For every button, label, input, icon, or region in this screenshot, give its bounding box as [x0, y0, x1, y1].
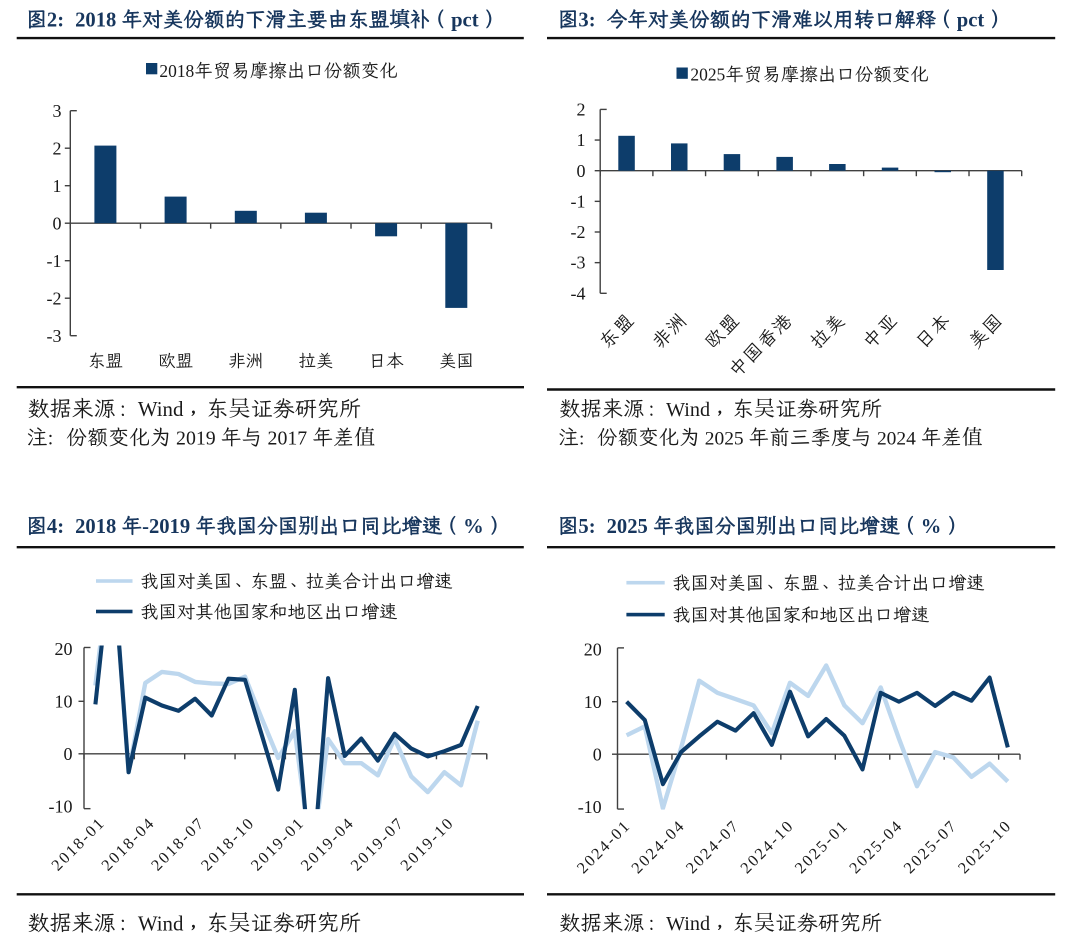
svg-text::: : [589, 9, 596, 31]
svg-text:4: 4 [47, 516, 57, 538]
svg-text:2018: 2018 [75, 9, 121, 31]
svg-text:-10: -10 [49, 796, 73, 816]
svg-text:1: 1 [577, 130, 586, 150]
svg-text:20: 20 [584, 639, 602, 659]
svg-text:-1: -1 [571, 191, 586, 211]
svg-text:pct: pct [957, 9, 985, 31]
svg-text::: : [57, 9, 64, 31]
svg-text:2025: 2025 [700, 428, 749, 449]
svg-text:2017: 2017 [263, 428, 313, 450]
svg-text:2018: 2018 [75, 516, 121, 538]
svg-text:3: 3 [578, 9, 588, 31]
svg-text:2025: 2025 [607, 516, 653, 538]
svg-text::: : [589, 516, 596, 538]
svg-text:-10: -10 [578, 797, 602, 817]
svg-text:Wind: Wind [138, 397, 184, 421]
svg-text:2: 2 [53, 138, 62, 158]
svg-text::: : [57, 516, 64, 538]
svg-text:-3: -3 [571, 253, 586, 273]
svg-text:Wind: Wind [666, 399, 710, 421]
svg-text:-2: -2 [571, 222, 586, 242]
svg-text:0: 0 [593, 744, 602, 764]
svg-text:%: % [463, 516, 484, 538]
svg-text:10: 10 [584, 692, 602, 712]
svg-text:2: 2 [47, 9, 57, 31]
svg-text:pct: pct [451, 9, 479, 31]
svg-text:20: 20 [55, 639, 73, 659]
svg-text::: : [48, 428, 54, 450]
svg-text:5: 5 [578, 516, 588, 538]
svg-text:2018: 2018 [159, 61, 194, 81]
svg-text:10: 10 [55, 691, 73, 711]
svg-text:1: 1 [53, 176, 62, 196]
svg-text::: : [579, 428, 584, 449]
svg-text:2025: 2025 [690, 65, 725, 85]
svg-text:0: 0 [53, 213, 62, 233]
svg-text:-2: -2 [47, 288, 62, 308]
svg-text:3: 3 [53, 101, 62, 121]
svg-text:-3: -3 [47, 326, 62, 346]
svg-text:Wind: Wind [138, 911, 184, 935]
svg-text:2: 2 [577, 100, 586, 120]
svg-text:%: % [921, 516, 942, 538]
svg-text:Wind: Wind [666, 913, 710, 935]
svg-text:2024: 2024 [872, 428, 921, 449]
svg-text:-2019: -2019 [142, 516, 195, 538]
svg-text:0: 0 [64, 744, 73, 764]
svg-text:2019: 2019 [171, 428, 221, 450]
svg-text:-4: -4 [571, 283, 586, 303]
svg-text:0: 0 [577, 161, 586, 181]
svg-text:-1: -1 [47, 251, 62, 271]
